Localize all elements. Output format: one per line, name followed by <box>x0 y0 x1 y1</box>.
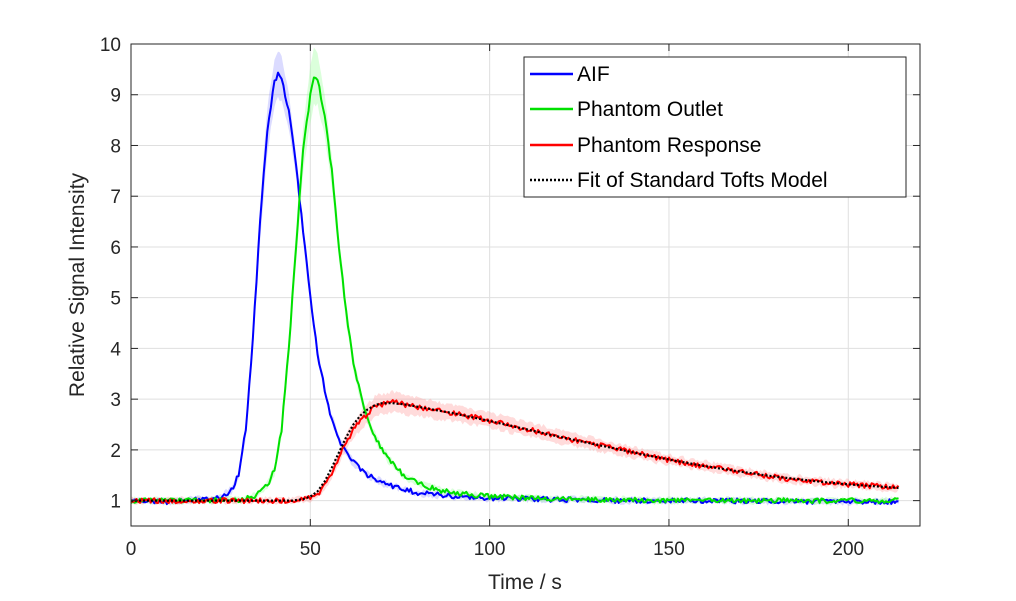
x-tick-label: 100 <box>474 539 506 560</box>
y-tick-label: 3 <box>110 390 121 411</box>
legend-label-tofts-fit: Fit of Standard Tofts Model <box>577 169 828 192</box>
legend-label-aif: AIF <box>577 63 610 86</box>
axes-box <box>130 43 921 527</box>
y-tick-label: 2 <box>110 441 121 462</box>
y-tick-label: 10 <box>100 35 121 56</box>
series-lines <box>130 71 900 506</box>
y-axis-ticks: 1 2 3 4 5 6 7 8 9 10 <box>100 35 920 513</box>
y-axis-label: Relative Signal Intensity <box>66 172 89 397</box>
legend-label-phantom-outlet: Phantom Outlet <box>577 98 723 121</box>
x-axis-label: Time / s <box>488 571 562 594</box>
legend: AIF Phantom Outlet Phantom Response Fit … <box>523 56 907 198</box>
y-tick-label: 9 <box>110 86 121 107</box>
x-tick-label: 0 <box>126 539 137 560</box>
y-tick-label: 8 <box>110 136 121 157</box>
y-tick-label: 1 <box>110 492 121 513</box>
x-tick-label: 150 <box>653 539 685 560</box>
x-tick-label: 200 <box>832 539 864 560</box>
y-tick-label: 7 <box>110 187 121 208</box>
y-tick-label: 5 <box>110 289 121 310</box>
line-fit-of-standard-tofts-model <box>131 402 899 502</box>
line-phantom-outlet <box>130 76 899 505</box>
y-tick-label: 4 <box>110 339 121 360</box>
x-tick-label: 50 <box>300 539 321 560</box>
y-tick-label: 6 <box>110 238 121 259</box>
x-axis-ticks: 0 50 100 150 200 <box>126 44 864 560</box>
legend-label-phantom-response: Phantom Response <box>577 134 761 157</box>
legend-box <box>523 56 907 198</box>
